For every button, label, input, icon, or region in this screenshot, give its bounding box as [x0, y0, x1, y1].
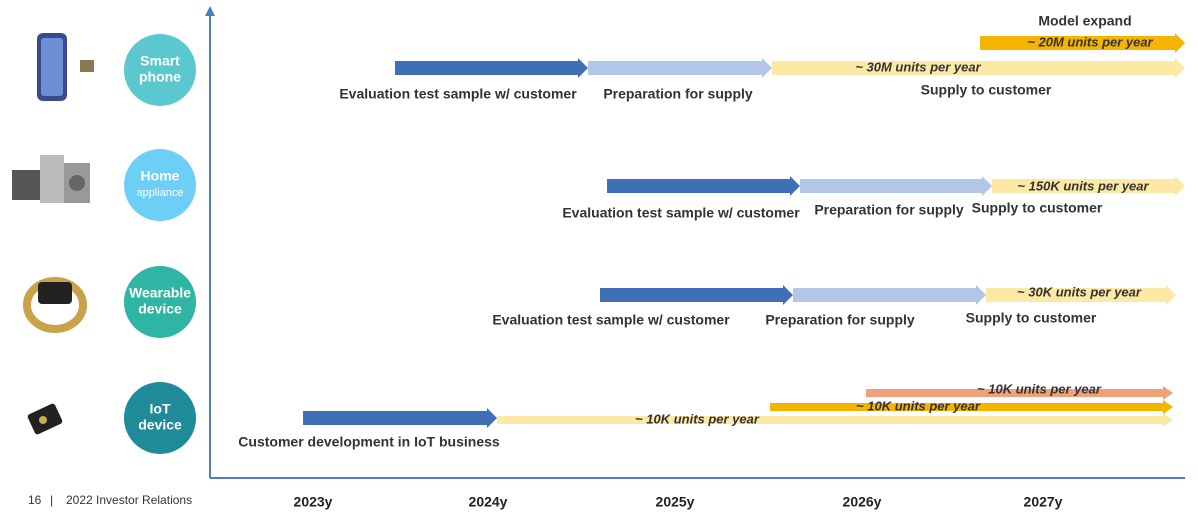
stage-label: Supply to customer: [966, 310, 1097, 326]
year-label: 2025y: [656, 494, 695, 510]
stage-label: Evaluation test sample w/ customer: [562, 205, 800, 221]
arrow: [800, 176, 992, 196]
year-label: 2027y: [1024, 494, 1063, 510]
stage-label: Evaluation test sample w/ customer: [492, 312, 730, 328]
roadmap: 16 | 2022 Investor Relations Smartphone M…: [0, 0, 1198, 514]
year-label: 2024y: [469, 494, 508, 510]
stage-label: Model expand: [1038, 13, 1131, 29]
category-label: Smart: [140, 53, 180, 69]
arrow: [600, 285, 793, 305]
year-label: 2026y: [843, 494, 882, 510]
footer-text: 2022 Investor Relations: [66, 493, 192, 507]
category-label: device: [138, 301, 182, 317]
stage-label: Customer development in IoT business: [238, 434, 500, 450]
stage-label: Preparation for supply: [814, 202, 964, 218]
category-label: device: [138, 417, 182, 433]
volume-label: ~ 10K units per year: [856, 398, 981, 413]
wearable-icon: [27, 281, 83, 329]
stage-label: Supply to customer: [921, 82, 1052, 98]
stage-label: Preparation for supply: [603, 86, 753, 102]
category-label: IoT: [150, 401, 171, 417]
category-label: Home: [141, 168, 180, 184]
category-label: Wearable: [129, 285, 191, 301]
volume-label: ~ 150K units per year: [1017, 178, 1149, 193]
stage-label: Supply to customer: [972, 200, 1103, 216]
volume-label: ~ 10K units per year: [635, 411, 760, 426]
arrow: [497, 413, 1173, 427]
axis-arrow: [205, 6, 215, 16]
phone-icon: [37, 33, 94, 101]
volume-label: ~ 10K units per year: [977, 381, 1102, 396]
appliance-icon: [12, 155, 90, 203]
arrow: [588, 58, 772, 78]
arrow: [395, 58, 588, 78]
iot-icon: [27, 403, 63, 436]
volume-label: ~ 30K units per year: [1017, 284, 1142, 299]
volume-label: ~ 20M units per year: [1027, 34, 1153, 49]
year-label: 2023y: [294, 494, 333, 510]
category-circle: [124, 149, 196, 221]
stage-label: Evaluation test sample w/ customer: [339, 86, 577, 102]
arrow: [607, 176, 800, 196]
page-number: 16: [28, 493, 42, 507]
stage-label: Preparation for supply: [765, 312, 915, 328]
volume-label: ~ 30M units per year: [855, 59, 981, 74]
arrow: [303, 408, 497, 428]
footer-separator: |: [50, 493, 53, 507]
arrow: [793, 285, 986, 305]
category-label: phone: [139, 69, 181, 85]
category-label: appliance: [136, 187, 183, 199]
